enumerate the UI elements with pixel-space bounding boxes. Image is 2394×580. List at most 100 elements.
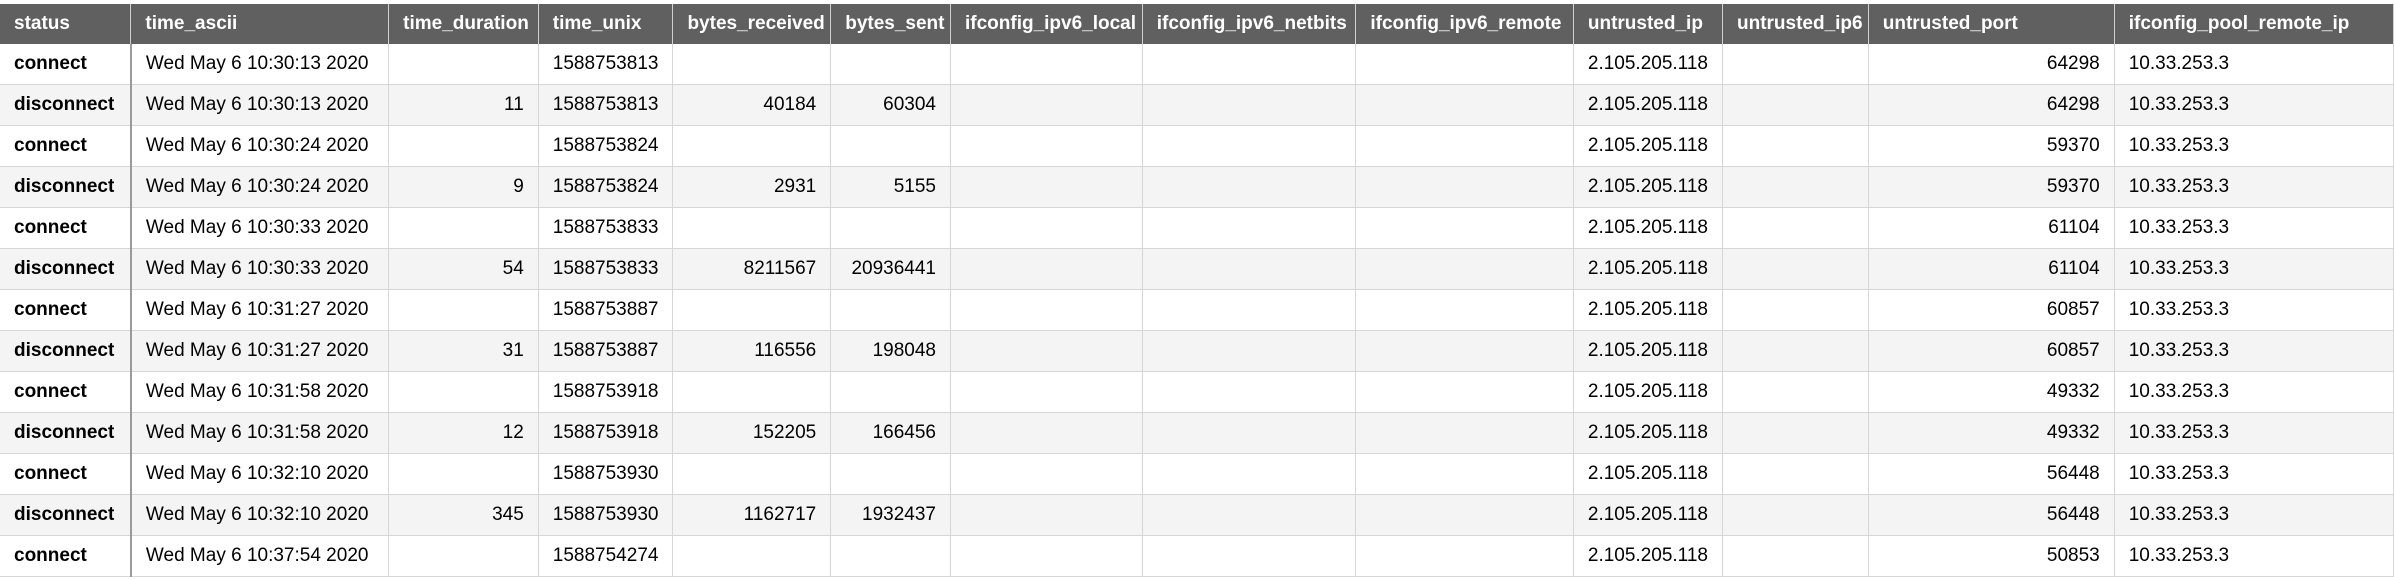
cell-ifconfig-ipv6-netbits[interactable] [1142,371,1357,413]
cell-time-duration[interactable] [388,289,539,331]
cell-untrusted-ip[interactable]: 2.105.205.118 [1573,289,1723,331]
cell-untrusted-port[interactable]: 61104 [1868,248,2115,290]
cell-ifconfig-ipv6-local[interactable] [950,125,1143,167]
cell-time-duration[interactable] [388,44,539,85]
cell-bytes-received[interactable] [672,207,832,249]
cell-bytes-sent[interactable] [830,289,951,331]
cell-ifconfig-pool-remote-ip[interactable]: 10.33.253.3 [2114,330,2394,372]
cell-untrusted-ip[interactable]: 2.105.205.118 [1573,125,1723,167]
cell-ifconfig-pool-remote-ip[interactable]: 10.33.253.3 [2114,44,2394,85]
cell-time-unix[interactable]: 1588753833 [538,248,674,290]
cell-time-duration[interactable] [388,535,539,577]
cell-ifconfig-ipv6-netbits[interactable] [1142,330,1357,372]
cell-ifconfig-ipv6-remote[interactable] [1355,535,1574,577]
cell-ifconfig-ipv6-local[interactable] [950,453,1143,495]
spreadsheet-view[interactable]: status time_ascii time_duration time_unix by… [0,4,2394,577]
cell-time-unix[interactable]: 1588753918 [538,412,674,454]
cell-time-unix[interactable]: 1588754274 [538,535,674,577]
cell-untrusted-ip6[interactable] [1722,535,1869,577]
cell-untrusted-ip[interactable]: 2.105.205.118 [1573,166,1723,208]
cell-status[interactable]: disconnect [0,248,132,290]
cell-ifconfig-ipv6-remote[interactable] [1355,494,1574,536]
cell-bytes-received[interactable] [672,289,832,331]
cell-untrusted-ip6[interactable] [1722,207,1869,249]
cell-ifconfig-pool-remote-ip[interactable]: 10.33.253.3 [2114,453,2394,495]
column-header-time-ascii[interactable]: time_ascii [130,4,390,44]
cell-untrusted-port[interactable]: 59370 [1868,166,2115,208]
cell-ifconfig-ipv6-remote[interactable] [1355,330,1574,372]
cell-untrusted-ip[interactable]: 2.105.205.118 [1573,535,1723,577]
column-header-time-unix[interactable]: time_unix [538,4,674,44]
cell-time-ascii[interactable]: Wed May 6 10:32:10 2020 [130,494,390,536]
cell-bytes-sent[interactable] [830,371,951,413]
column-header-bytes-received[interactable]: bytes_received [672,4,832,44]
cell-untrusted-port[interactable]: 61104 [1868,207,2115,249]
column-header-untrusted-ip[interactable]: untrusted_ip [1573,4,1723,44]
cell-ifconfig-ipv6-netbits[interactable] [1142,412,1357,454]
cell-bytes-received[interactable] [672,453,832,495]
cell-time-unix[interactable]: 1588753930 [538,453,674,495]
cell-untrusted-port[interactable]: 64298 [1868,44,2115,85]
cell-time-ascii[interactable]: Wed May 6 10:30:33 2020 [130,248,390,290]
table-row[interactable]: disconnect Wed May 6 10:30:33 2020 54 15887… [0,248,2394,290]
cell-status[interactable]: connect [0,453,132,495]
cell-time-ascii[interactable]: Wed May 6 10:31:58 2020 [130,412,390,454]
cell-ifconfig-pool-remote-ip[interactable]: 10.33.253.3 [2114,412,2394,454]
cell-untrusted-ip6[interactable] [1722,289,1869,331]
column-header-ifconfig-ipv6-local[interactable]: ifconfig_ipv6_local [950,4,1143,44]
cell-ifconfig-ipv6-remote[interactable] [1355,248,1574,290]
cell-time-ascii[interactable]: Wed May 6 10:32:10 2020 [130,453,390,495]
cell-bytes-sent[interactable] [830,453,951,495]
cell-untrusted-port[interactable]: 59370 [1868,125,2115,167]
cell-ifconfig-ipv6-remote[interactable] [1355,289,1574,331]
table-row[interactable]: connect Wed May 6 10:31:27 2020 1588753887… [0,289,2394,331]
cell-time-unix[interactable]: 1588753824 [538,166,674,208]
cell-time-ascii[interactable]: Wed May 6 10:31:58 2020 [130,371,390,413]
cell-untrusted-ip[interactable]: 2.105.205.118 [1573,371,1723,413]
cell-ifconfig-ipv6-local[interactable] [950,248,1143,290]
cell-time-ascii[interactable]: Wed May 6 10:30:13 2020 [130,44,390,85]
table-row[interactable]: connect Wed May 6 10:30:33 2020 1588753833… [0,207,2394,249]
table-row[interactable]: disconnect Wed May 6 10:31:58 2020 12 15887… [0,412,2394,454]
table-row[interactable]: disconnect Wed May 6 10:30:13 2020 11 15887… [0,84,2394,126]
cell-status[interactable]: connect [0,371,132,413]
cell-bytes-received[interactable]: 40184 [672,84,832,126]
cell-untrusted-ip6[interactable] [1722,125,1869,167]
cell-ifconfig-ipv6-netbits[interactable] [1142,125,1357,167]
column-header-untrusted-ip6[interactable]: untrusted_ip6 [1722,4,1869,44]
cell-ifconfig-ipv6-remote[interactable] [1355,84,1574,126]
cell-ifconfig-pool-remote-ip[interactable]: 10.33.253.3 [2114,84,2394,126]
cell-bytes-received[interactable]: 1162717 [672,494,832,536]
cell-untrusted-ip[interactable]: 2.105.205.118 [1573,494,1723,536]
cell-bytes-sent[interactable]: 20936441 [830,248,951,290]
cell-ifconfig-ipv6-netbits[interactable] [1142,84,1357,126]
cell-ifconfig-ipv6-local[interactable] [950,535,1143,577]
cell-ifconfig-pool-remote-ip[interactable]: 10.33.253.3 [2114,166,2394,208]
cell-bytes-sent[interactable]: 60304 [830,84,951,126]
cell-time-unix[interactable]: 1588753813 [538,84,674,126]
cell-untrusted-ip6[interactable] [1722,412,1869,454]
table-row[interactable]: disconnect Wed May 6 10:30:24 2020 9 158875… [0,166,2394,208]
cell-time-ascii[interactable]: Wed May 6 10:31:27 2020 [130,330,390,372]
cell-ifconfig-ipv6-netbits[interactable] [1142,207,1357,249]
cell-time-ascii[interactable]: Wed May 6 10:30:33 2020 [130,207,390,249]
cell-untrusted-port[interactable]: 56448 [1868,453,2115,495]
cell-untrusted-ip6[interactable] [1722,248,1869,290]
cell-ifconfig-ipv6-netbits[interactable] [1142,289,1357,331]
cell-time-ascii[interactable]: Wed May 6 10:30:24 2020 [130,125,390,167]
cell-ifconfig-ipv6-local[interactable] [950,84,1143,126]
cell-time-unix[interactable]: 1588753930 [538,494,674,536]
cell-bytes-received[interactable]: 2931 [672,166,832,208]
cell-time-duration[interactable] [388,453,539,495]
cell-ifconfig-ipv6-remote[interactable] [1355,166,1574,208]
cell-ifconfig-ipv6-local[interactable] [950,166,1143,208]
cell-bytes-sent[interactable] [830,44,951,85]
cell-status[interactable]: disconnect [0,412,132,454]
cell-untrusted-ip[interactable]: 2.105.205.118 [1573,330,1723,372]
cell-bytes-received[interactable]: 8211567 [672,248,832,290]
cell-ifconfig-ipv6-netbits[interactable] [1142,494,1357,536]
cell-untrusted-ip6[interactable] [1722,330,1869,372]
cell-bytes-sent[interactable]: 166456 [830,412,951,454]
column-header-status[interactable]: status [0,4,132,44]
cell-time-unix[interactable]: 1588753918 [538,371,674,413]
